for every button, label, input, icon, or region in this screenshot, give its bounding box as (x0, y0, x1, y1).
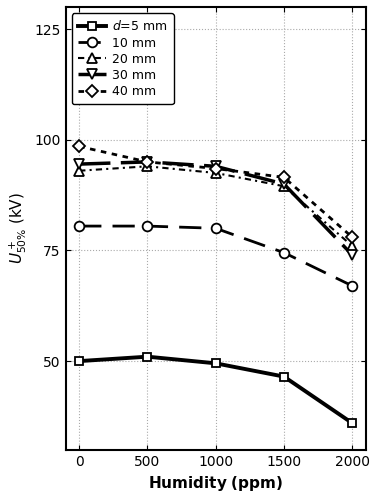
X-axis label: $\it{\mathbf{Humidity}}$ $\mathbf{(ppm)}$: $\it{\mathbf{Humidity}}$ $\mathbf{(ppm)}… (148, 474, 284, 493)
Legend: $d$=5 mm, 10 mm, 20 mm, 30 mm, 40 mm: $d$=5 mm, 10 mm, 20 mm, 30 mm, 40 mm (72, 13, 174, 104)
Y-axis label: $U^+_{50\%}$ (kV): $U^+_{50\%}$ (kV) (7, 192, 29, 264)
